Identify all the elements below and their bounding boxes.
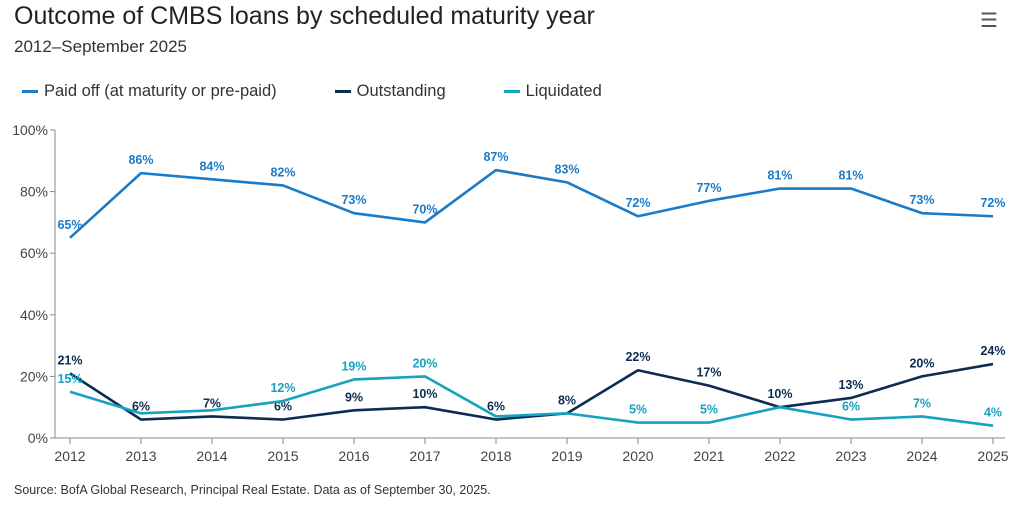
data-label: 21%: [57, 353, 82, 367]
data-label: 6%: [487, 400, 505, 414]
data-label: 77%: [696, 181, 721, 195]
legend-swatch: [22, 90, 38, 93]
series-line-1: [69, 362, 994, 421]
data-label: 10%: [767, 387, 792, 401]
y-tick-label: 0%: [28, 430, 48, 446]
x-tick-label: 2017: [409, 448, 440, 464]
data-label: 20%: [412, 356, 437, 370]
chart-title: Outcome of CMBS loans by scheduled matur…: [14, 2, 595, 30]
data-label: 6%: [132, 400, 150, 414]
data-label: 13%: [838, 378, 863, 392]
hamburger-menu-icon[interactable]: ☰: [980, 10, 998, 32]
x-tick-label: 2021: [693, 448, 724, 464]
data-label: 5%: [629, 403, 647, 417]
legend-swatch: [334, 90, 351, 93]
data-label: 10%: [412, 387, 437, 401]
x-tick-label: 2020: [622, 448, 653, 464]
x-tick-label: 2025: [977, 448, 1008, 464]
legend-item-paid-off[interactable]: Paid off (at maturity or pre-paid): [22, 82, 277, 101]
x-tick-label: 2023: [835, 448, 866, 464]
x-tick-label: 2022: [764, 448, 795, 464]
data-label: 6%: [842, 400, 860, 414]
x-tick-label: 2015: [267, 448, 298, 464]
y-tick-label: 60%: [20, 245, 48, 261]
data-label: 5%: [700, 403, 718, 417]
data-label: 73%: [909, 193, 934, 207]
data-label: 9%: [345, 390, 363, 404]
x-tick-label: 2018: [480, 448, 511, 464]
y-tick-label: 20%: [20, 368, 48, 384]
data-label: 15%: [57, 372, 82, 386]
data-label: 73%: [341, 193, 366, 207]
data-label: 8%: [558, 393, 576, 407]
data-label: 81%: [767, 169, 792, 183]
legend-label: Liquidated: [525, 82, 602, 100]
legend-label: Paid off (at maturity or pre-paid): [44, 82, 277, 100]
data-label: 87%: [483, 150, 508, 164]
data-label: 72%: [625, 196, 650, 210]
data-label: 84%: [199, 159, 224, 173]
y-tick-label: 100%: [12, 122, 48, 138]
data-label: 19%: [341, 359, 366, 373]
data-label: 7%: [913, 396, 931, 410]
x-tick-label: 2016: [338, 448, 369, 464]
data-label: 82%: [270, 165, 295, 179]
data-label: 72%: [980, 196, 1005, 210]
x-tick-label: 2024: [906, 448, 937, 464]
data-label: 17%: [696, 366, 721, 380]
data-label: 12%: [270, 381, 295, 395]
x-tick-label: 2012: [54, 448, 85, 464]
data-label: 70%: [412, 202, 437, 216]
data-label: 22%: [625, 350, 650, 364]
legend-label: Outstanding: [356, 82, 446, 100]
legend-item-liquidated[interactable]: Liquidated: [503, 82, 602, 101]
y-tick-label: 80%: [20, 184, 48, 200]
data-label: 7%: [203, 396, 221, 410]
data-label: 81%: [838, 169, 863, 183]
y-tick-label: 40%: [20, 307, 48, 323]
series-line-0: [69, 168, 994, 239]
x-tick-label: 2019: [551, 448, 582, 464]
source-note: Source: BofA Global Research, Principal …: [14, 483, 491, 497]
data-label: 20%: [909, 356, 934, 370]
data-label: 4%: [984, 406, 1002, 420]
legend-item-outstanding[interactable]: Outstanding: [334, 82, 446, 101]
x-tick-label: 2013: [125, 448, 156, 464]
chart-subtitle: 2012–September 2025: [14, 37, 187, 56]
data-label: 24%: [980, 344, 1005, 358]
legend-swatch: [503, 90, 520, 93]
data-label: 83%: [554, 162, 579, 176]
data-label: 65%: [57, 218, 82, 232]
data-label: 86%: [128, 153, 153, 167]
data-label: 6%: [274, 400, 292, 414]
series-line-2: [69, 375, 994, 427]
x-tick-label: 2014: [196, 448, 227, 464]
legend: Paid off (at maturity or pre-paid) Outst…: [22, 82, 660, 101]
